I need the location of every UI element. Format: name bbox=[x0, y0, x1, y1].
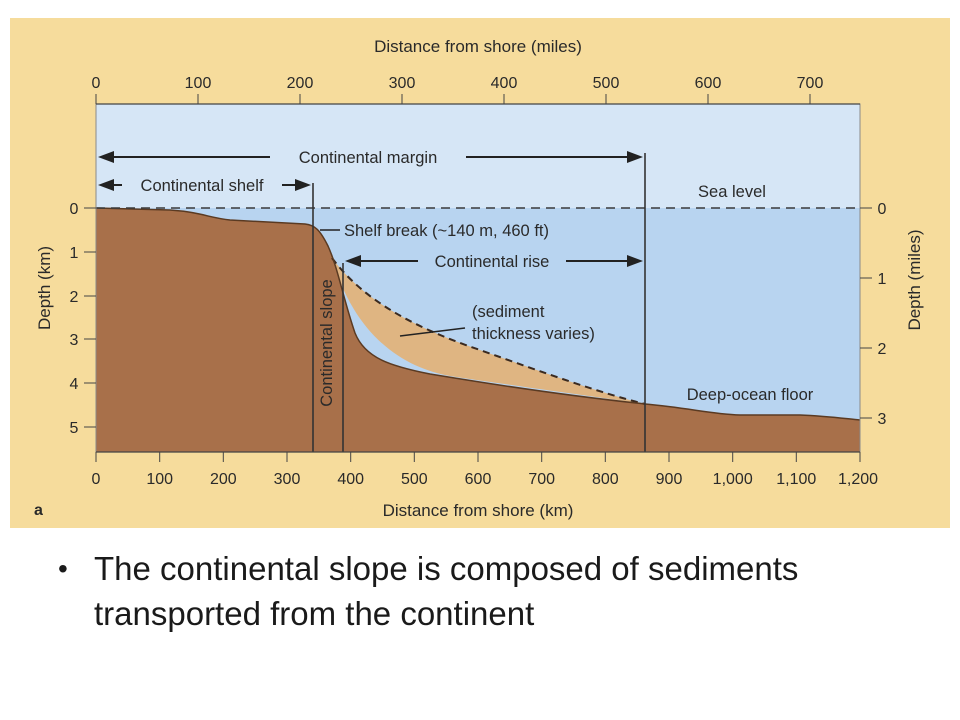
crust-profile bbox=[96, 208, 860, 452]
left-tick-label: 5 bbox=[70, 420, 79, 437]
right-tick-label: 1 bbox=[878, 271, 887, 288]
left-tick-label: 3 bbox=[70, 332, 79, 349]
bottom-tick-label: 300 bbox=[274, 471, 301, 488]
top-tick-label: 200 bbox=[287, 75, 314, 92]
bottom-tick-label: 500 bbox=[401, 471, 428, 488]
shelf-break-label: Shelf break (~140 m, 460 ft) bbox=[344, 222, 549, 240]
bottom-tick-label: 200 bbox=[210, 471, 237, 488]
top-tick-label: 300 bbox=[389, 75, 416, 92]
sediment-note-leader bbox=[399, 327, 466, 337]
continental-shelf-label: Continental shelf bbox=[141, 177, 264, 195]
bottom-tick-label: 1,000 bbox=[713, 471, 753, 488]
sediment-note-line2: thickness varies) bbox=[472, 325, 595, 343]
crust-outline bbox=[95, 207, 861, 421]
bottom-tick-label: 0 bbox=[92, 471, 101, 488]
bottom-tick-label: 700 bbox=[528, 471, 555, 488]
bottom-tick-label: 900 bbox=[656, 471, 683, 488]
bottom-tick-label: 400 bbox=[337, 471, 364, 488]
top-tick-label: 500 bbox=[593, 75, 620, 92]
right-tick-label: 2 bbox=[878, 341, 887, 358]
bottom-tick-label: 100 bbox=[146, 471, 173, 488]
caption-bullet: • bbox=[58, 553, 68, 584]
left-tick-label: 2 bbox=[70, 289, 79, 306]
sediment-boundary bbox=[331, 257, 646, 405]
top-tick-label: 0 bbox=[92, 75, 101, 92]
bottom-axis-ticks bbox=[95, 452, 861, 462]
deep-ocean-floor-label: Deep-ocean floor bbox=[687, 386, 814, 404]
left-tick-label: 0 bbox=[70, 201, 79, 218]
panel-letter: a bbox=[34, 502, 43, 519]
continental-margin-arrow bbox=[98, 151, 643, 163]
bottom-tick-label: 800 bbox=[592, 471, 619, 488]
right-tick-label: 0 bbox=[878, 201, 887, 218]
continental-shelf-arrow bbox=[98, 179, 311, 191]
top-axis-ticks bbox=[95, 94, 811, 104]
top-tick-label: 700 bbox=[797, 75, 824, 92]
right-axis-ticks bbox=[860, 207, 872, 419]
left-tick-label: 1 bbox=[70, 245, 79, 262]
top-axis-title: Distance from shore (miles) bbox=[374, 37, 582, 56]
left-axis-ticks bbox=[84, 207, 96, 428]
right-tick-label: 3 bbox=[878, 411, 887, 428]
bottom-tick-label: 600 bbox=[465, 471, 492, 488]
sediment-note-line1: (sediment bbox=[472, 303, 545, 321]
top-tick-label: 600 bbox=[695, 75, 722, 92]
bottom-axis-title: Distance from shore (km) bbox=[383, 501, 574, 520]
right-axis-title: Depth (miles) bbox=[905, 229, 924, 330]
continental-margin-label: Continental margin bbox=[299, 149, 438, 167]
continental-slope-label: Continental slope bbox=[318, 279, 336, 407]
ocean-floor-profile-diagram: Distance from shore (miles) 0 100 200 30… bbox=[10, 18, 950, 528]
sediment-wedge bbox=[332, 258, 645, 404]
sea-level-label: Sea level bbox=[698, 183, 766, 201]
continental-rise-label: Continental rise bbox=[435, 253, 550, 271]
continental-rise-arrow bbox=[345, 255, 643, 267]
top-tick-label: 400 bbox=[491, 75, 518, 92]
left-axis-title: Depth (km) bbox=[35, 246, 54, 330]
caption-text: The continental slope is composed of sed… bbox=[94, 550, 799, 632]
top-tick-label: 100 bbox=[185, 75, 212, 92]
bottom-tick-label: 1,100 bbox=[776, 471, 816, 488]
left-tick-label: 4 bbox=[70, 376, 79, 393]
bottom-tick-label: 1,200 bbox=[838, 471, 878, 488]
